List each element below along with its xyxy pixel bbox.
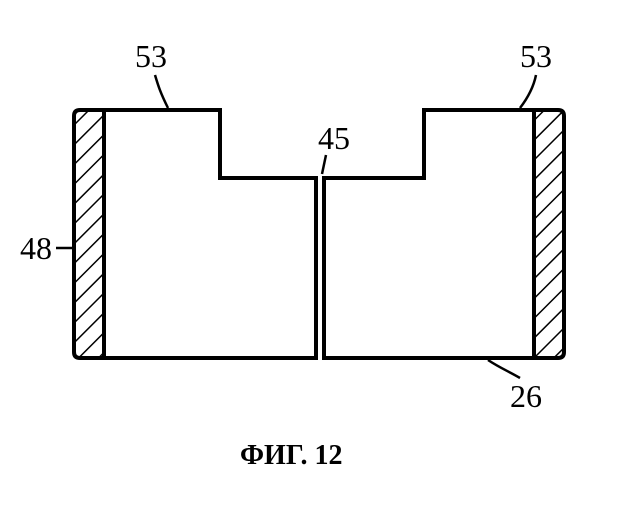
label-53-right: 53 (520, 38, 552, 75)
hatched-wall-left (74, 110, 104, 358)
leader-53-left (155, 75, 168, 108)
leader-26 (488, 360, 520, 378)
figure-caption: ФИГ. 12 (240, 440, 342, 472)
label-53-left: 53 (135, 38, 167, 75)
body-right (324, 110, 534, 358)
hatched-wall-right (534, 110, 564, 358)
label-45: 45 (318, 120, 350, 157)
body-left (104, 110, 316, 358)
label-48: 48 (20, 230, 52, 267)
figure-12-diagram: 53 53 45 48 26 ФИГ. 12 (0, 0, 636, 500)
leader-53-right (520, 75, 536, 108)
leader-45 (322, 155, 326, 174)
label-26: 26 (510, 378, 542, 415)
diagram-svg (0, 0, 636, 500)
